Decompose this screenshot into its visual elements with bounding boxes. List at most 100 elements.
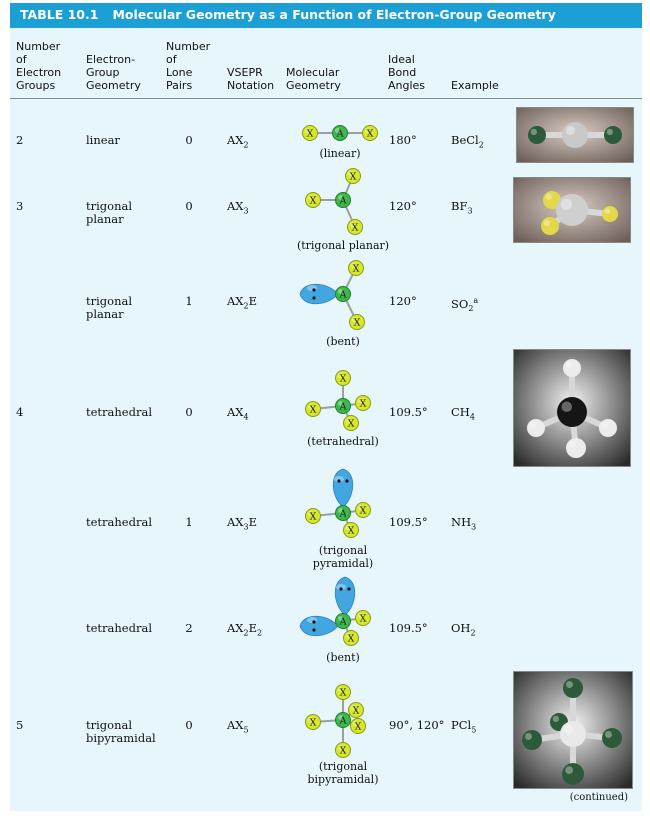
molecular-geometry-label: (bent) — [326, 651, 360, 664]
molecular-geometry-diagram: X X X A — [305, 168, 363, 235]
example-formula-cell: CH4 — [451, 405, 475, 422]
ligand-atom: X — [350, 718, 366, 734]
ligand-atom: X — [302, 125, 318, 141]
header-groups: Number of Electron Groups — [16, 40, 62, 92]
ligand-atom: X — [348, 702, 364, 718]
header-molecular-geometry: Molecular Geometry — [286, 66, 341, 92]
svg-text:X: X — [354, 318, 361, 329]
vsepr-notation-cell: AX3E — [227, 515, 257, 532]
bond-angle-cell: 109.5° — [389, 621, 428, 635]
table-caption: Molecular Geometry as a Function of Elec… — [112, 7, 556, 22]
lone-pair-lobe — [299, 283, 339, 305]
central-atom: A — [335, 613, 351, 629]
example-formula-cell: NH3 — [451, 515, 477, 532]
svg-text:X: X — [360, 506, 367, 517]
svg-text:X: X — [355, 722, 362, 733]
svg-text:X: X — [353, 706, 360, 717]
lone-pairs-cell: 1 — [185, 294, 193, 308]
vsepr-notation-cell: AX5 — [227, 718, 249, 735]
bond-angle-cell: 90°, 120° — [389, 718, 445, 732]
svg-text:A: A — [339, 290, 347, 301]
svg-text:X: X — [348, 634, 355, 645]
svg-text:X: X — [307, 129, 314, 140]
bond-angle-cell: 109.5° — [389, 405, 428, 419]
svg-text:X: X — [360, 614, 367, 625]
continued-note: (continued) — [569, 792, 628, 803]
ligand-atom: X — [348, 260, 364, 276]
table-number: TABLE 10.1 — [20, 7, 99, 22]
molecular-geometry-label: (trigonal planar) — [296, 239, 390, 252]
svg-text:X: X — [353, 264, 360, 275]
svg-text:A: A — [339, 509, 347, 520]
lone-pair-lobe — [299, 615, 339, 637]
bond-angle-cell: 180° — [389, 133, 417, 147]
svg-text:X: X — [352, 223, 359, 234]
ligand-atom: X — [349, 314, 365, 330]
electron-geometry-cell: planar — [86, 307, 124, 321]
bond-angle-cell: 109.5° — [389, 515, 428, 529]
electron-geometry-cell: trigonal — [86, 199, 133, 213]
electron-groups-cell: 5 — [16, 718, 24, 732]
lone-pair-lobe — [332, 468, 354, 508]
ligand-atom: X — [335, 742, 351, 758]
table-title: TABLE 10.1 Molecular Geometry as a Functi… — [20, 7, 556, 22]
table-title-bar: TABLE 10.1 Molecular Geometry as a Functi… — [10, 3, 642, 28]
electron-geometry-cell: trigonal — [86, 294, 133, 308]
lone-pairs-cell: 2 — [185, 621, 193, 635]
central-atom: A — [335, 286, 351, 302]
ligand-atom: X — [305, 714, 321, 730]
header-bond-angles: Ideal Bond Angles — [388, 53, 426, 92]
svg-text:X: X — [360, 399, 367, 410]
ligand-atom: X — [305, 401, 321, 417]
ligand-atom: X — [355, 395, 371, 411]
central-atom: A — [335, 398, 351, 414]
electron-geometry-cell: bipyramidal — [86, 731, 156, 745]
electron-geometry-cell: trigonal — [86, 718, 133, 732]
bond-angle-cell: 120° — [389, 199, 417, 213]
central-atom: A — [332, 125, 348, 141]
lone-pairs-cell: 0 — [185, 133, 193, 147]
ball-and-stick-photo — [513, 671, 633, 789]
ball-and-stick-photo — [513, 177, 631, 243]
electron-geometry-cell: planar — [86, 212, 124, 226]
svg-text:X: X — [340, 688, 347, 699]
ligand-atom: X — [343, 522, 359, 538]
electron-geometry-cell: tetrahedral — [86, 621, 153, 635]
svg-text:A: A — [339, 617, 347, 628]
example-formula-cell: PCl5 — [451, 718, 477, 735]
example-formula-cell: OH2 — [451, 621, 476, 638]
ligand-atom: X — [355, 610, 371, 626]
header-electron-geometry: Electron- Group Geometry — [86, 53, 141, 92]
lone-pairs-cell: 0 — [185, 199, 193, 213]
svg-text:X: X — [310, 718, 317, 729]
lone-pairs-cell: 0 — [185, 405, 193, 419]
electron-groups-cell: 3 — [16, 199, 24, 213]
ligand-atom: X — [347, 219, 363, 235]
example-formula-cell: SO2a — [451, 296, 479, 314]
electron-geometry-cell: tetrahedral — [86, 515, 153, 529]
svg-text:X: X — [367, 129, 374, 140]
molecular-geometry-diagram: X X A — [299, 260, 365, 330]
svg-text:X: X — [310, 512, 317, 523]
electron-geometry-cell: tetrahedral — [86, 405, 153, 419]
ball-and-stick-photo — [516, 107, 634, 163]
ligand-atom: X — [362, 125, 378, 141]
header-lone-pairs: Number of Lone Pairs — [166, 40, 211, 92]
svg-text:X: X — [310, 196, 317, 207]
svg-text:A: A — [339, 402, 347, 413]
molecular-geometry-label: (linear) — [319, 147, 361, 160]
electron-groups-cell: 2 — [16, 133, 24, 147]
header-rule — [10, 98, 642, 99]
header-example: Example — [451, 79, 499, 92]
ligand-atom: X — [343, 415, 359, 431]
bond-angle-cell: 120° — [389, 294, 417, 308]
header-vsepr: VSEPR Notation — [227, 66, 275, 92]
molecular-geometry-label: (trigonal bipyramidal) — [307, 760, 379, 786]
svg-text:X: X — [310, 405, 317, 416]
table-panel: TABLE 10.1 Molecular Geometry as a Functi… — [10, 3, 642, 811]
ligand-atom: X — [355, 502, 371, 518]
svg-text:X: X — [340, 374, 347, 385]
svg-text:A: A — [336, 129, 344, 140]
